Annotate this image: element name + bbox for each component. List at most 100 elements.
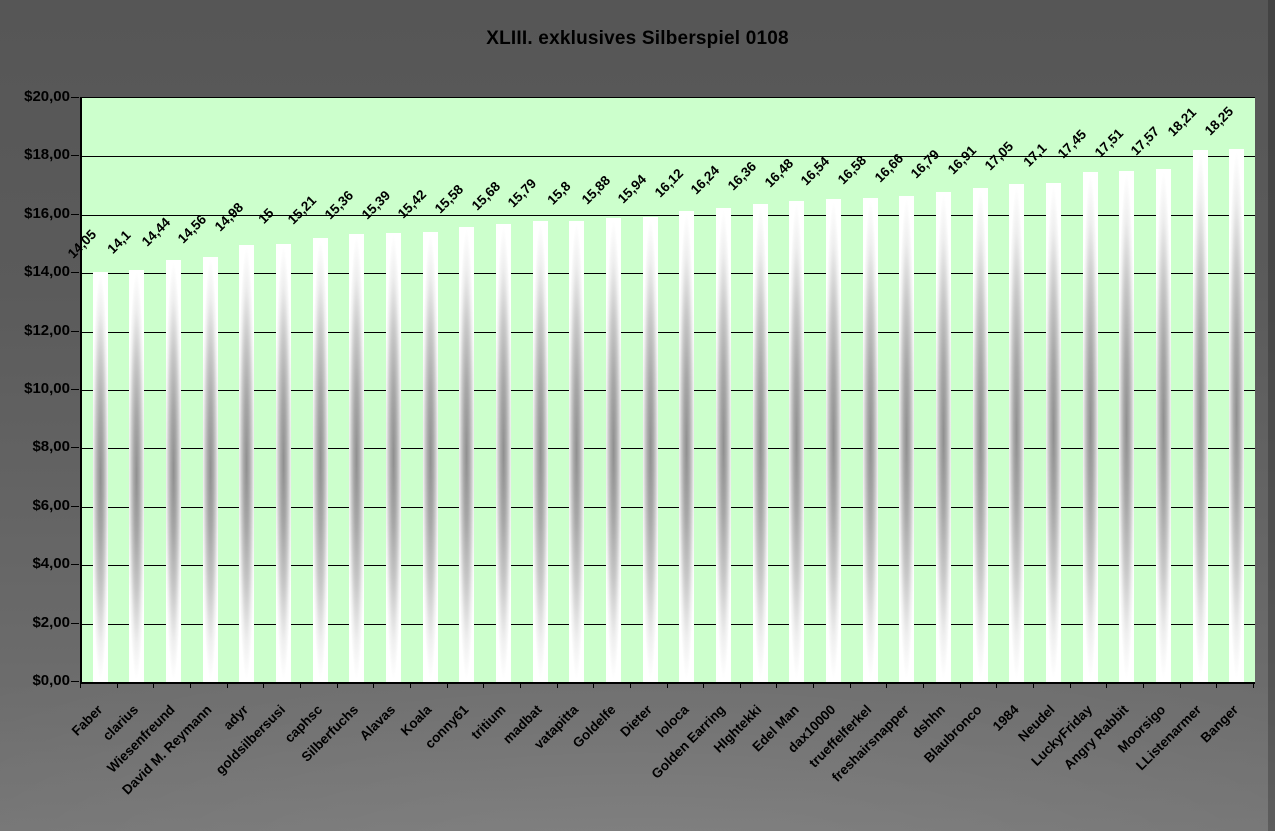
x-axis-tick	[996, 683, 998, 688]
x-axis-label: adyr	[220, 702, 252, 733]
gridline	[82, 156, 1255, 158]
x-axis-tick	[80, 683, 81, 688]
x-axis-tick	[336, 683, 338, 688]
x-axis-label: Banger	[1197, 702, 1242, 746]
bar	[862, 197, 878, 682]
bar-value-label: 16,36	[724, 159, 760, 194]
bar-value-label: 16,79	[908, 146, 943, 181]
y-axis-label: $2,00	[32, 613, 70, 631]
bar	[679, 211, 695, 682]
x-axis-tick	[446, 683, 448, 688]
bar	[386, 232, 402, 682]
x-axis-tick	[776, 683, 778, 688]
x-axis-tick	[813, 683, 815, 688]
bar-value-label: 15,79	[504, 175, 540, 211]
bar	[1192, 150, 1208, 682]
bar-value-label: 14,56	[175, 211, 210, 247]
bar	[606, 218, 622, 682]
bar-value-label: 15,42	[394, 186, 430, 221]
bar	[642, 216, 658, 682]
bar	[349, 233, 365, 682]
bar-value-label: 15,58	[431, 181, 467, 217]
y-axis-tick	[71, 447, 79, 449]
x-axis-label: goldsilbersusi	[212, 702, 289, 778]
bar-value-label: 18,25	[1201, 103, 1236, 139]
bar-value-label: 17,51	[1091, 125, 1126, 160]
x-axis-tick	[1253, 683, 1254, 688]
x-axis-tick	[1069, 683, 1071, 688]
y-axis-tick	[71, 564, 79, 566]
chart-title: XLIII. exklusives Silberspiel 0108	[486, 28, 789, 49]
y-axis-label: $14,00	[24, 263, 70, 281]
bar	[1155, 168, 1171, 682]
bar	[166, 260, 182, 682]
x-axis-tick	[299, 683, 301, 688]
gridline	[82, 331, 1255, 333]
gridline	[82, 390, 1255, 391]
bar	[496, 224, 512, 682]
gridline	[82, 565, 1255, 567]
y-axis-tick	[71, 505, 79, 507]
bar	[1229, 149, 1245, 682]
bar	[129, 270, 145, 682]
bar	[532, 220, 548, 682]
y-axis-label: $18,00	[24, 146, 70, 164]
y-axis-tick	[71, 622, 79, 624]
x-axis-tick	[519, 683, 521, 688]
y-axis-label: $4,00	[32, 555, 70, 573]
y-axis-label: $6,00	[32, 496, 70, 514]
bar-value-label: 15,8	[544, 178, 574, 208]
bar	[715, 207, 731, 682]
right-edge-shade	[1268, 0, 1275, 831]
x-axis-tick	[739, 683, 741, 688]
x-axis-tick	[1216, 683, 1218, 688]
gridline	[82, 448, 1255, 450]
bar	[1009, 184, 1025, 682]
bar-value-label: 18,21	[1164, 105, 1200, 140]
bar	[752, 204, 768, 682]
bar-value-label: 16,48	[761, 155, 797, 191]
y-axis-tick	[71, 389, 79, 390]
x-axis-tick	[1106, 683, 1108, 688]
x-axis-tick	[556, 683, 558, 688]
gridline	[82, 506, 1255, 508]
gridline	[82, 214, 1255, 216]
page-bottom-strip	[0, 831, 1275, 837]
bar-value-label: 15	[254, 205, 277, 227]
y-axis-label: $20,00	[24, 88, 70, 105]
bar	[459, 227, 475, 682]
x-axis-tick	[1143, 683, 1145, 688]
y-axis-tick	[71, 213, 79, 215]
bar	[92, 271, 108, 682]
x-axis-tick	[666, 683, 668, 688]
gridline	[82, 273, 1255, 275]
x-axis-tick	[703, 683, 705, 688]
x-axis-tick	[483, 683, 485, 688]
bar-value-label: 14,1	[104, 227, 134, 257]
plot-area: 14,05 14,1 14,44 14,56 14,98 15 15,21 15,36 15,3…	[65, 97, 1255, 684]
bar	[422, 231, 438, 682]
bar	[789, 200, 805, 682]
bar	[1082, 172, 1098, 682]
y-axis-label: $8,00	[32, 438, 70, 456]
x-axis-tick	[959, 683, 961, 688]
y-axis-tick	[71, 155, 79, 157]
bar	[899, 195, 915, 682]
x-axis-tick	[116, 683, 118, 688]
bar-value-label: 15,39	[358, 187, 393, 222]
bar-value-label: 15,68	[468, 178, 503, 214]
bar-value-label: 15,21	[285, 192, 320, 228]
bar	[569, 220, 585, 682]
bar-value-label: 16,91	[944, 142, 980, 178]
bar	[1119, 170, 1135, 682]
y-axis-tick	[71, 681, 79, 682]
x-axis-tick	[263, 683, 265, 688]
x-axis-tick	[189, 683, 191, 688]
bar-value-label: 15,88	[578, 173, 613, 208]
x-axis-tick	[923, 683, 925, 688]
y-axis-label: $12,00	[24, 321, 70, 339]
x-axis-tick	[629, 683, 631, 688]
bar	[825, 199, 841, 682]
x-axis-tick	[886, 683, 888, 688]
